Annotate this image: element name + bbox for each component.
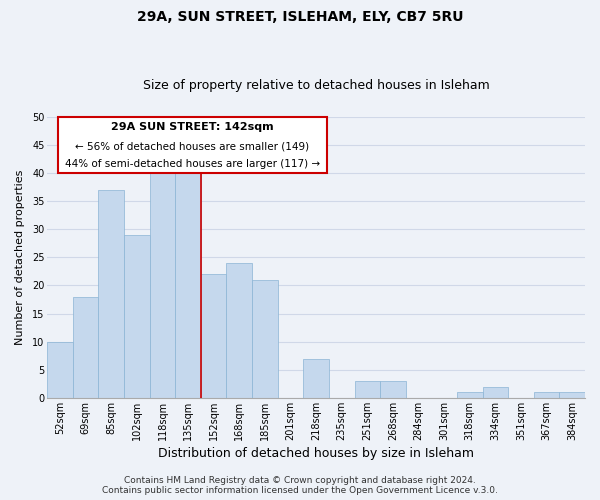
Bar bbox=[201, 274, 226, 398]
Text: Contains HM Land Registry data © Crown copyright and database right 2024.
Contai: Contains HM Land Registry data © Crown c… bbox=[102, 476, 498, 495]
Bar bbox=[559, 392, 585, 398]
Bar bbox=[355, 381, 380, 398]
Bar bbox=[482, 386, 508, 398]
Bar bbox=[226, 263, 252, 398]
Bar bbox=[380, 381, 406, 398]
Text: 44% of semi-detached houses are larger (117) →: 44% of semi-detached houses are larger (… bbox=[65, 159, 320, 169]
Bar bbox=[534, 392, 559, 398]
Bar bbox=[98, 190, 124, 398]
Y-axis label: Number of detached properties: Number of detached properties bbox=[15, 170, 25, 345]
Bar bbox=[252, 280, 278, 398]
Bar bbox=[149, 168, 175, 398]
Bar bbox=[457, 392, 482, 398]
Title: Size of property relative to detached houses in Isleham: Size of property relative to detached ho… bbox=[143, 79, 490, 92]
Bar bbox=[175, 168, 201, 398]
Bar bbox=[304, 358, 329, 398]
FancyBboxPatch shape bbox=[58, 117, 327, 173]
Bar bbox=[73, 296, 98, 398]
Bar bbox=[47, 342, 73, 398]
Text: ← 56% of detached houses are smaller (149): ← 56% of detached houses are smaller (14… bbox=[76, 141, 310, 151]
Text: 29A, SUN STREET, ISLEHAM, ELY, CB7 5RU: 29A, SUN STREET, ISLEHAM, ELY, CB7 5RU bbox=[137, 10, 463, 24]
Bar bbox=[124, 235, 149, 398]
X-axis label: Distribution of detached houses by size in Isleham: Distribution of detached houses by size … bbox=[158, 447, 474, 460]
Text: 29A SUN STREET: 142sqm: 29A SUN STREET: 142sqm bbox=[111, 122, 274, 132]
